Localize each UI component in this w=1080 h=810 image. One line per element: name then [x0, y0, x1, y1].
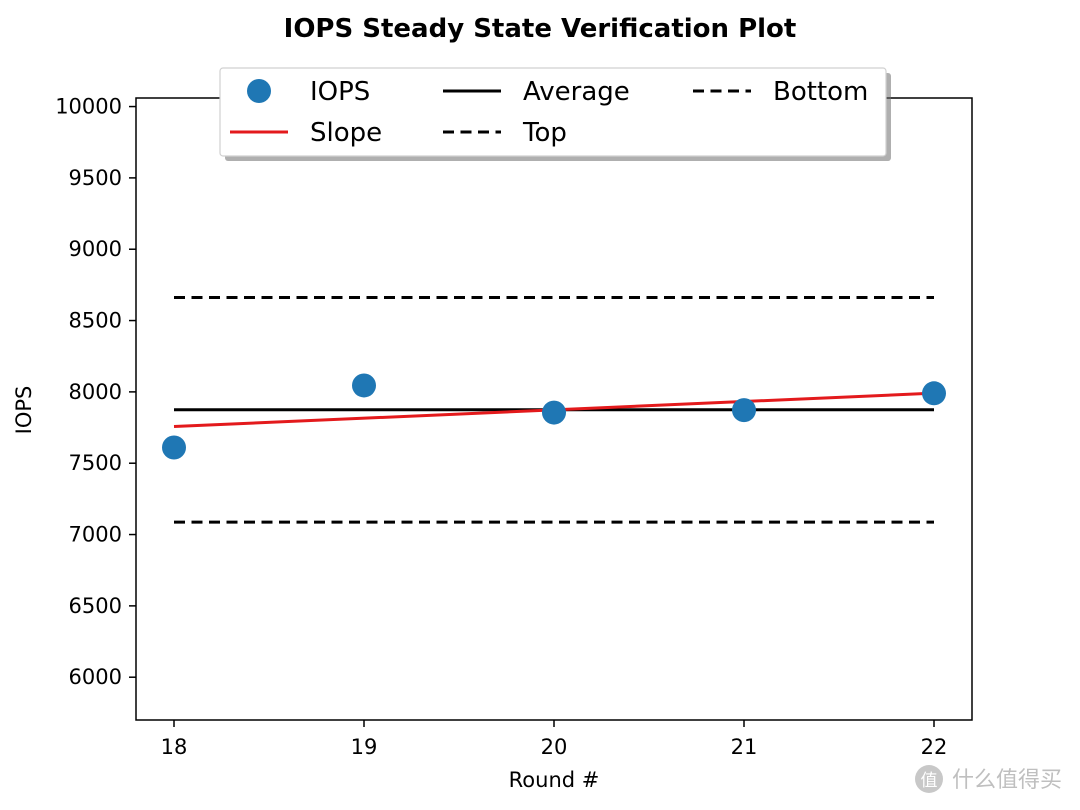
watermark-text: 什么值得买 — [952, 768, 1062, 793]
legend-label-top: Top — [522, 118, 567, 148]
watermark: 值 什么值得买 — [915, 765, 1062, 793]
y-tick-label: 8000 — [69, 380, 122, 404]
x-axis-label: Round # — [509, 768, 600, 792]
x-tick-label: 22 — [921, 735, 948, 759]
y-tick-label: 7000 — [69, 523, 122, 547]
y-tick-label: 9000 — [69, 237, 122, 261]
x-tick-label: 18 — [161, 735, 188, 759]
y-axis: 6000 6500 7000 7500 8000 8500 9000 9500 10000 — [55, 95, 136, 689]
iops-point — [732, 398, 756, 423]
y-tick-label: 9500 — [69, 166, 122, 190]
x-tick-label: 21 — [731, 735, 758, 759]
watermark-logo-glyph: 值 — [921, 771, 938, 791]
y-tick-label: 6500 — [69, 594, 122, 618]
y-tick-label: 8500 — [69, 309, 122, 333]
legend-label-bottom: Bottom — [773, 77, 868, 107]
legend: IOPS Slope Average Top Bottom — [219, 67, 891, 161]
y-axis-label: IOPS — [12, 386, 36, 435]
series-layer — [162, 295, 946, 524]
x-axis: 18 19 20 21 22 — [161, 720, 948, 759]
legend-label-iops: IOPS — [310, 77, 370, 107]
iops-point — [922, 381, 946, 406]
legend-label-slope: Slope — [310, 118, 382, 148]
y-tick-label: 10000 — [55, 95, 122, 119]
x-tick-label: 19 — [351, 735, 378, 759]
legend-marker-iops — [247, 79, 271, 103]
iops-point — [352, 373, 376, 398]
iops-point — [542, 400, 566, 425]
watermark-logo — [915, 765, 943, 793]
legend-label-average: Average — [523, 77, 630, 107]
y-tick-label: 6000 — [69, 665, 122, 689]
chart-title: IOPS Steady State Verification Plot — [284, 14, 797, 44]
x-tick-label: 20 — [541, 735, 568, 759]
iops-point — [162, 435, 186, 460]
y-tick-label: 7500 — [69, 451, 122, 475]
